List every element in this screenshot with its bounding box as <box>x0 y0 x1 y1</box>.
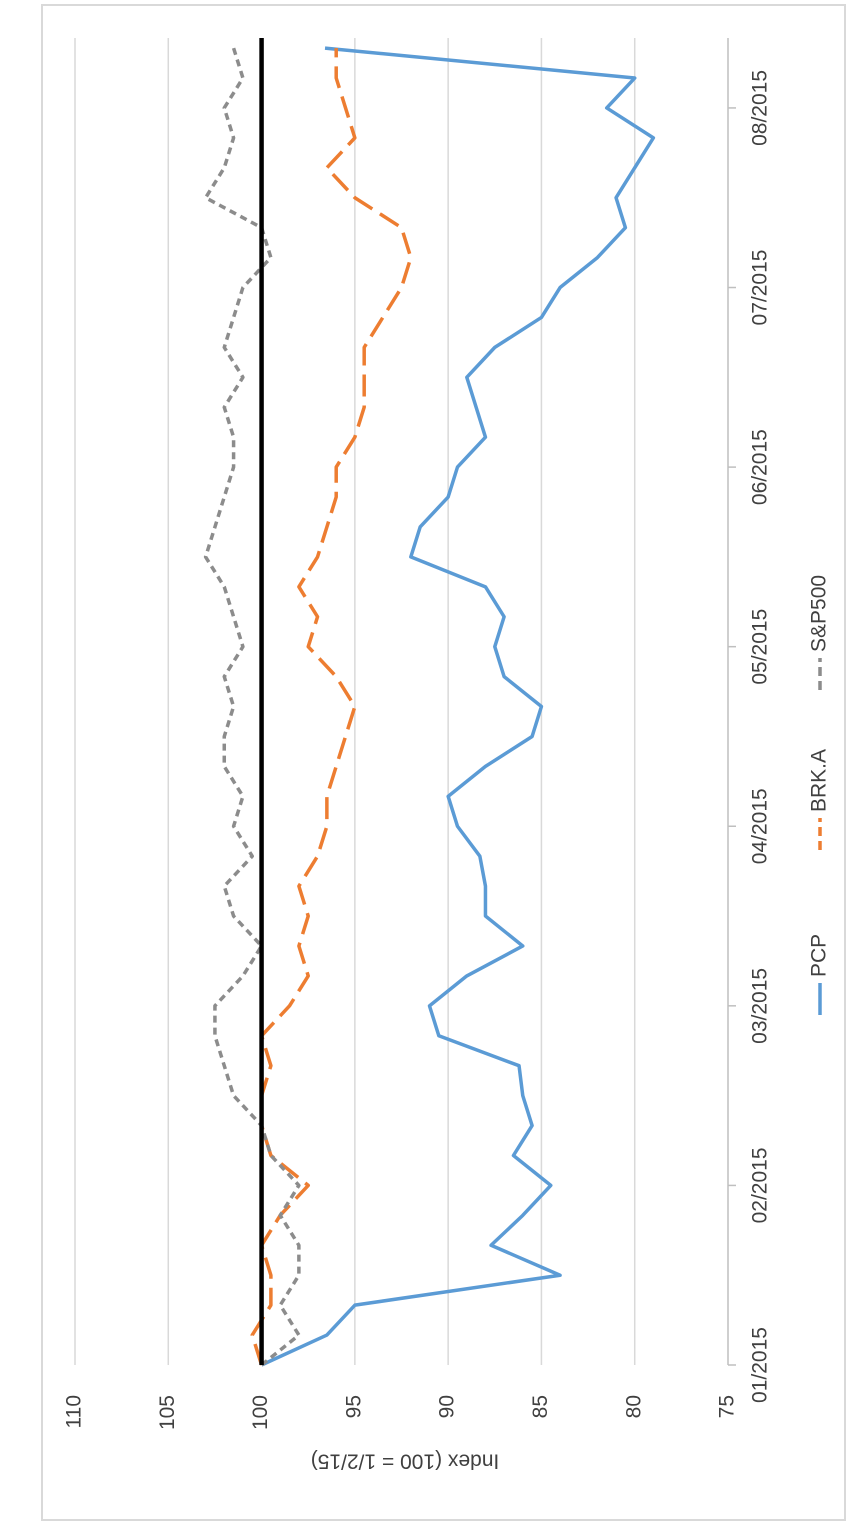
series-line <box>260 46 656 1367</box>
y-tick-label: 90 <box>436 1395 459 1418</box>
y-axis-title: Index (100 = 1/2/15) <box>311 1449 500 1472</box>
x-tick-label: 05/2015 <box>749 609 772 685</box>
y-tick-label: 75 <box>716 1395 739 1418</box>
x-tick-label: 06/2015 <box>749 429 772 505</box>
series-line <box>203 47 301 1367</box>
rotated-chart: Index (100 = 1/2/15) 75 80 85 90 95 100 105 110… <box>63 38 831 1472</box>
y-tick-label: 80 <box>622 1395 645 1418</box>
y-tick-label: 110 <box>63 1395 86 1428</box>
x-tick-label: 07/2015 <box>749 250 772 326</box>
chart-border <box>41 4 846 1521</box>
y-tick-label: 105 <box>156 1395 179 1430</box>
y-tick-label: 85 <box>529 1395 552 1418</box>
y-tick-label: 95 <box>342 1395 365 1418</box>
x-tick-label: 02/2015 <box>749 1147 772 1223</box>
y-tick-label: 100 <box>249 1395 272 1430</box>
legend-label: BRK.A <box>808 749 831 812</box>
x-tick-label: 01/2015 <box>749 1327 772 1403</box>
series-line <box>250 48 413 1366</box>
legend-label: S&P500 <box>808 575 831 652</box>
x-tick-label: 04/2015 <box>749 788 772 864</box>
legend-label: PCP <box>808 934 831 977</box>
x-tick-label: 08/2015 <box>749 70 772 146</box>
x-tick-label: 03/2015 <box>749 968 772 1044</box>
